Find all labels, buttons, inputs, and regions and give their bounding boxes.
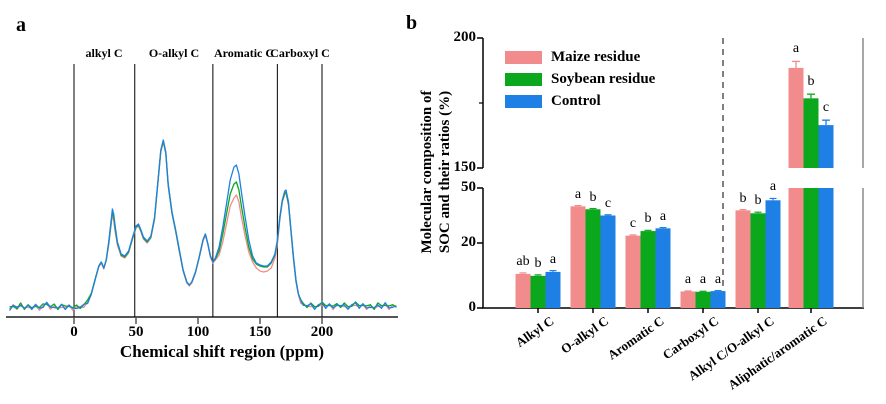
nmr-spectrum-plot bbox=[6, 64, 398, 324]
upper-y-tick-label: 200 bbox=[453, 29, 477, 45]
bar-soybean-residue bbox=[695, 291, 711, 308]
bar-maize-residue bbox=[625, 235, 641, 308]
bar-control bbox=[710, 291, 726, 308]
sig-letter: a bbox=[574, 186, 582, 202]
bar-lower-clipped bbox=[788, 188, 804, 308]
legend-item-control: Control bbox=[505, 90, 655, 112]
lower-y-tick-label: 0 bbox=[468, 299, 477, 315]
bar-maize-residue bbox=[515, 273, 531, 308]
bar-upper-soybean-residue bbox=[803, 98, 819, 168]
legend-swatch-soybean bbox=[505, 72, 542, 86]
legend: Maize residue Soybean residue Control bbox=[505, 46, 655, 112]
panel-a-x-tick-label: 50 bbox=[128, 324, 144, 340]
panel-a-x-tick-label: 200 bbox=[310, 324, 334, 340]
sig-letter: c bbox=[822, 100, 830, 116]
sig-letter: b bbox=[534, 255, 542, 271]
panel-b-label: b bbox=[406, 12, 418, 34]
sig-letter: a bbox=[699, 272, 707, 288]
panel-a-x-tick-label: 150 bbox=[248, 324, 272, 340]
legend-swatch-control bbox=[505, 94, 542, 108]
bar-control bbox=[765, 200, 781, 308]
sig-letter: a bbox=[714, 271, 722, 287]
upper-y-tick-label: 150 bbox=[453, 159, 477, 175]
bar-maize-residue bbox=[735, 210, 751, 308]
legend-item-maize: Maize residue bbox=[505, 46, 655, 68]
sig-letter: a bbox=[659, 208, 667, 224]
sig-letter: b bbox=[754, 193, 762, 209]
bar-soybean-residue bbox=[530, 275, 546, 308]
panel-a-x-tick-label: 0 bbox=[70, 324, 78, 340]
sig-letter: a bbox=[769, 179, 777, 195]
bar-upper-maize-residue bbox=[788, 67, 804, 168]
sig-letter: c bbox=[629, 215, 637, 231]
region-label-o-alkyl-c: O-alkyl C bbox=[148, 46, 200, 60]
panel-a-x-tick-label: 100 bbox=[186, 324, 210, 340]
panel-a-label: a bbox=[16, 14, 26, 36]
bar-maize-residue bbox=[570, 206, 586, 308]
sig-letter: b bbox=[644, 211, 652, 227]
bar-lower-clipped bbox=[803, 188, 819, 308]
region-label-carboxyl-c: Carboxyl C bbox=[270, 46, 330, 60]
legend-label-maize: Maize residue bbox=[551, 48, 641, 65]
bar-control bbox=[545, 271, 561, 308]
legend-item-soybean: Soybean residue bbox=[505, 68, 655, 90]
region-label-aromatic-c: Aromatic C bbox=[213, 46, 275, 60]
bar-control bbox=[655, 228, 671, 308]
panel-a-x-axis-title: Chemical shift region (ppm) bbox=[119, 342, 325, 361]
bar-lower-clipped bbox=[818, 188, 834, 308]
bar-soybean-residue bbox=[585, 209, 601, 308]
sig-letter: ab bbox=[516, 253, 530, 269]
spectrum-line-control bbox=[8, 139, 397, 311]
sig-letter: b bbox=[807, 74, 815, 90]
lower-y-tick-label: 50 bbox=[461, 179, 476, 195]
bar-control bbox=[600, 215, 616, 308]
legend-label-control: Control bbox=[551, 92, 601, 109]
bar-maize-residue bbox=[680, 291, 696, 308]
legend-label-soybean: Soybean residue bbox=[551, 70, 656, 87]
sig-letter: c bbox=[604, 195, 612, 211]
lower-y-tick-label: 20 bbox=[461, 234, 476, 250]
legend-swatch-maize bbox=[505, 50, 542, 64]
bar-upper-control bbox=[818, 125, 834, 168]
sig-letter: b bbox=[739, 190, 747, 206]
sig-letter: b bbox=[589, 189, 597, 205]
region-label-alkyl-c: alkyl C bbox=[85, 46, 123, 60]
sig-letter: a bbox=[684, 271, 692, 287]
bar-soybean-residue bbox=[750, 213, 766, 308]
bar-soybean-residue bbox=[640, 231, 656, 308]
sig-letter: a bbox=[549, 251, 557, 267]
sig-letter: a bbox=[792, 41, 800, 57]
